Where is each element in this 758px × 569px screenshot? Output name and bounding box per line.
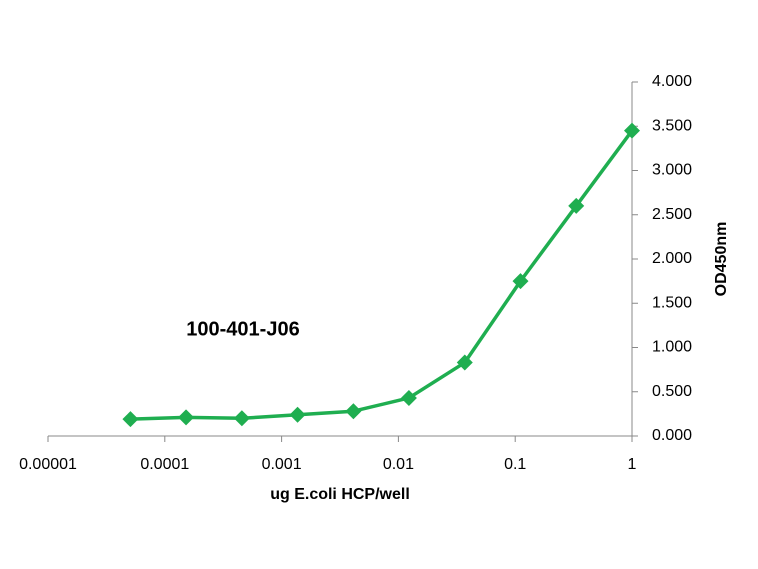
x-tick-label: 0.0001 [140, 456, 189, 473]
x-tick-label: 0.1 [504, 456, 526, 473]
y-tick-label: 2.000 [652, 250, 692, 267]
y-tick-label: 1.500 [652, 294, 692, 311]
marker [456, 354, 473, 371]
x-axis-title: ug E.coli HCP/well [270, 486, 410, 503]
marker [400, 389, 417, 406]
x-tick-label: 0.01 [383, 456, 414, 473]
y-tick-label: 3.000 [652, 162, 692, 179]
marker [624, 122, 640, 139]
marker [122, 411, 139, 428]
marker [178, 409, 195, 426]
marker [345, 403, 362, 420]
x-tick-label: 0.00001 [19, 456, 77, 473]
marker [512, 273, 529, 290]
marker [289, 406, 306, 423]
x-tick-label: 1 [628, 456, 637, 473]
marker [233, 410, 250, 427]
y-axis-title: OD450nm [713, 222, 730, 297]
marker [568, 197, 585, 214]
y-tick-label: 2.500 [652, 206, 692, 223]
y-tick-label: 3.500 [652, 117, 692, 134]
y-tick-label: 0.000 [652, 427, 692, 444]
annotation: 100-401-J06 [186, 318, 299, 340]
y-tick-label: 0.500 [652, 383, 692, 400]
line [130, 129, 634, 421]
y-tick-label: 1.000 [652, 339, 692, 356]
y-tick-label: 4.000 [652, 73, 692, 90]
x-tick-label: 0.001 [262, 456, 302, 473]
